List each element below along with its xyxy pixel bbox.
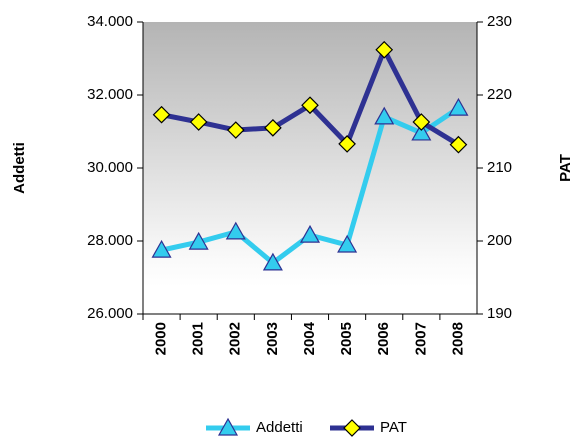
y2-tick-label: 210 [487,159,512,176]
y-tick-label: 26.000 [87,305,133,322]
y-tick-label: 30.000 [87,159,133,176]
legend-label: PAT [380,419,407,436]
y-tick-label: 28.000 [87,232,133,249]
data-point [151,239,172,258]
x-tick-label: 2002 [227,322,244,355]
x-tick-label: 2000 [153,322,170,355]
legend-marker [343,419,361,437]
x-tick-label: 2003 [264,322,281,355]
data-point [412,113,431,131]
x-tick-label: 2006 [375,322,392,355]
data-point [374,106,395,125]
y-tick-label: 32.000 [87,86,133,103]
data-point [449,135,468,154]
y-axis-title: Addetti [11,142,28,194]
data-point [301,96,319,115]
x-tick-label: 2005 [338,322,355,355]
y2-tick-label: 200 [487,232,512,249]
y2-tick-label: 220 [487,86,512,103]
data-point [262,252,283,271]
data-point [225,221,246,240]
data-point [375,40,394,59]
y2-axis-title: PAT [557,154,574,182]
data-point [338,135,356,153]
legend-label: Addetti [256,419,303,436]
data-point [226,121,245,139]
x-tick-label: 2008 [449,322,466,355]
data-point [411,122,432,141]
data-point [299,224,321,243]
data-point [264,119,282,137]
data-point [448,97,469,116]
x-tick-label: 2007 [412,322,429,355]
x-tick-label: 2004 [301,321,318,355]
legend-marker [217,417,239,436]
data-point [152,105,171,124]
data-point [188,231,209,250]
x-tick-label: 2001 [190,322,207,355]
y-tick-label: 34.000 [87,13,133,30]
data-point [189,113,208,131]
y2-tick-label: 190 [487,305,512,322]
y2-tick-label: 230 [487,13,512,30]
data-point [337,234,358,253]
